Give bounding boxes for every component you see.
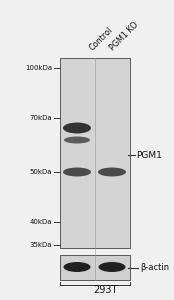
Text: Control: Control — [88, 25, 115, 52]
Text: 35kDa: 35kDa — [30, 242, 52, 248]
FancyBboxPatch shape — [60, 255, 130, 280]
Text: 50kDa: 50kDa — [30, 169, 52, 175]
Text: 100kDa: 100kDa — [25, 65, 52, 71]
Text: 40kDa: 40kDa — [30, 219, 52, 225]
Ellipse shape — [64, 136, 90, 143]
Text: PGM1 KO: PGM1 KO — [108, 20, 140, 52]
Ellipse shape — [98, 262, 125, 272]
Ellipse shape — [63, 167, 91, 176]
Text: 70kDa: 70kDa — [29, 115, 52, 121]
Text: β-actin: β-actin — [140, 263, 169, 272]
Ellipse shape — [98, 167, 126, 176]
Text: 293T: 293T — [93, 285, 117, 295]
Text: PGM1: PGM1 — [136, 151, 162, 160]
Ellipse shape — [64, 262, 90, 272]
FancyBboxPatch shape — [60, 58, 130, 248]
Ellipse shape — [63, 122, 91, 134]
